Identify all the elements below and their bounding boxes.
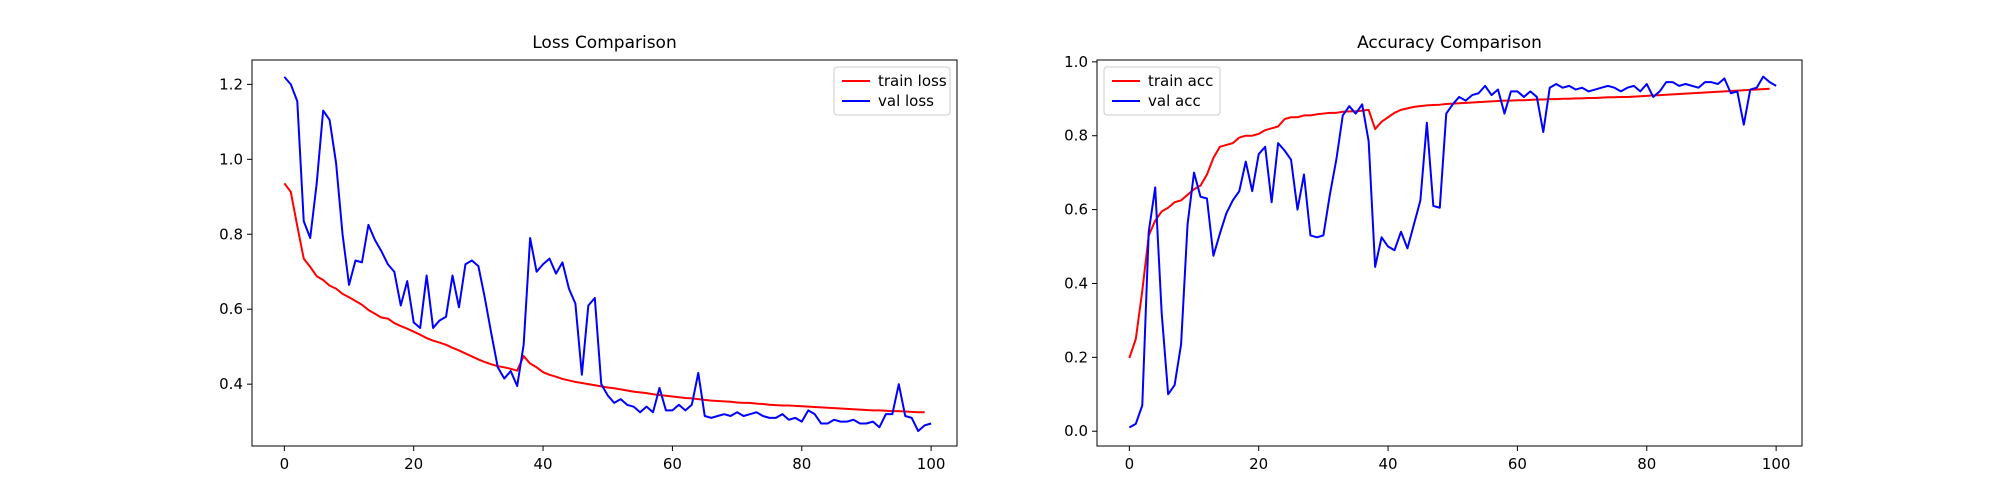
accuracy-comparison-chart: Accuracy Comparison 0 20 40 60 80 100 0.0 0.2 0.4… [1064, 33, 1803, 473]
y-tick-label: 0.0 [1064, 422, 1088, 440]
x-tick-label: 0 [1125, 455, 1135, 473]
accuracy-comparison-title: Accuracy Comparison [1357, 33, 1542, 53]
legend-label-train-loss: train loss [878, 72, 947, 90]
y-tick-label: 0.4 [1064, 274, 1088, 292]
y-tick-label: 0.8 [1064, 127, 1088, 145]
y-tick-label: 0.4 [219, 375, 243, 393]
train-loss-line [283, 182, 925, 414]
y-tick-label: 0.6 [219, 300, 243, 318]
legend-label-train-acc: train acc [1148, 72, 1213, 90]
x-tick-label: 40 [1379, 455, 1398, 473]
loss-comparison-legend: train loss val loss [833, 66, 951, 116]
legend-label-val-loss: val loss [878, 92, 934, 110]
x-tick-label: 20 [404, 455, 423, 473]
legend-label-val-acc: val acc [1148, 92, 1201, 110]
val-loss-line [283, 76, 932, 433]
x-tick-label: 20 [1249, 455, 1268, 473]
x-tick-label: 60 [1508, 455, 1527, 473]
y-tick-label: 0.6 [1064, 201, 1088, 219]
loss-comparison-chart: Loss Comparison 0 20 40 60 80 100 0.4 0.6 0.8 1.0 1… [219, 33, 958, 473]
x-tick-label: 40 [534, 455, 553, 473]
x-tick-label: 100 [917, 455, 946, 473]
loss-comparison-title: Loss Comparison [532, 33, 676, 53]
accuracy-comparison-axes-frame [1096, 59, 1803, 447]
x-tick-label: 0 [280, 455, 290, 473]
accuracy-comparison-legend: train acc val acc [1103, 66, 1221, 116]
legend-box [1103, 66, 1221, 116]
y-tick-label: 1.0 [1064, 53, 1088, 71]
legend-box [833, 66, 951, 116]
x-tick-label: 100 [1762, 455, 1791, 473]
x-tick-label: 60 [663, 455, 682, 473]
y-tick-label: 0.2 [1064, 348, 1088, 366]
x-tick-label: 80 [792, 455, 811, 473]
x-tick-label: 80 [1637, 455, 1656, 473]
y-tick-label: 1.2 [219, 75, 243, 93]
val-acc-line [1128, 75, 1777, 429]
y-tick-label: 0.8 [219, 225, 243, 243]
loss-comparison-axes-frame [251, 59, 958, 447]
train-acc-line [1128, 87, 1770, 359]
y-tick-label: 1.0 [219, 150, 243, 168]
